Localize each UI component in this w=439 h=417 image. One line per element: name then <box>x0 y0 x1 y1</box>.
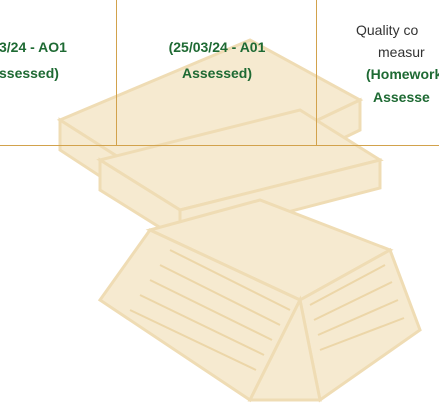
cell-text: measur <box>378 44 425 60</box>
cell-border <box>316 0 317 145</box>
cell-text: Assessed) <box>181 65 253 81</box>
cell-text: ssessed) <box>0 65 59 81</box>
row-border <box>0 145 439 146</box>
cell-text: (Homework <box>366 66 439 82</box>
cell-text: Quality co <box>356 22 419 38</box>
cell-border <box>116 0 117 145</box>
cell-text: (25/03/24 - A01 <box>168 39 266 55</box>
cell-text: Assesse <box>373 89 430 105</box>
cell-text: 3/24 - AO1 <box>0 39 67 55</box>
